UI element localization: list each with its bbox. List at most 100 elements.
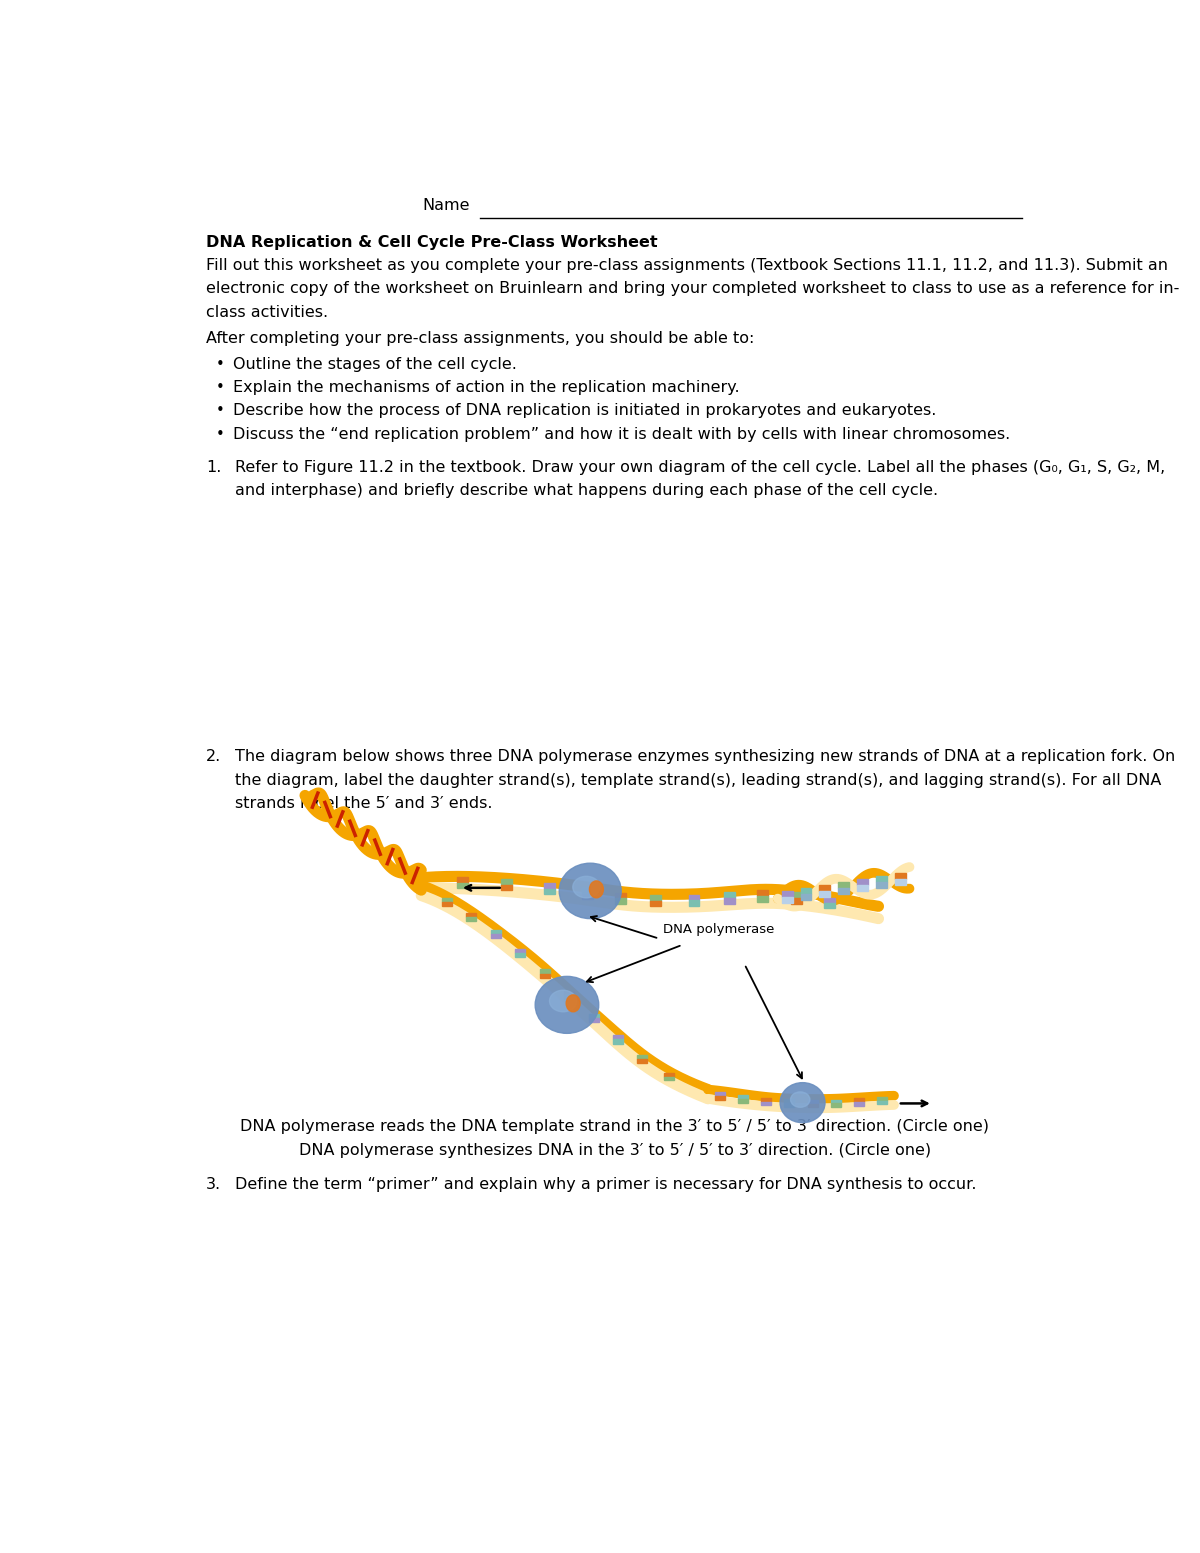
Text: Outline the stages of the cell cycle.: Outline the stages of the cell cycle. bbox=[233, 357, 517, 371]
Bar bbox=[636, 1054, 647, 1059]
Bar bbox=[582, 893, 593, 899]
Bar bbox=[540, 969, 550, 974]
Bar bbox=[457, 882, 468, 888]
Bar bbox=[544, 884, 556, 888]
Bar bbox=[457, 877, 468, 882]
Bar bbox=[800, 888, 811, 895]
Bar bbox=[650, 901, 661, 905]
Bar bbox=[857, 885, 868, 891]
Text: •: • bbox=[215, 427, 224, 443]
Bar bbox=[791, 898, 802, 904]
Bar bbox=[808, 1100, 817, 1104]
Bar bbox=[614, 898, 626, 904]
Text: Define the term “primer” and explain why a primer is necessary for DNA synthesis: Define the term “primer” and explain why… bbox=[235, 1177, 977, 1191]
Text: 1.: 1. bbox=[206, 460, 221, 475]
Bar bbox=[442, 898, 452, 902]
Bar bbox=[895, 879, 906, 885]
Bar bbox=[808, 1104, 817, 1107]
Bar bbox=[589, 1014, 599, 1017]
Text: After completing your pre-class assignments, you should be able to:: After completing your pre-class assignme… bbox=[206, 331, 754, 346]
Bar bbox=[515, 949, 526, 954]
Bar bbox=[824, 902, 835, 909]
Bar bbox=[757, 890, 768, 896]
Bar bbox=[877, 1101, 888, 1104]
Bar bbox=[582, 888, 593, 893]
Bar bbox=[738, 1095, 748, 1100]
Bar bbox=[491, 935, 500, 938]
Bar bbox=[664, 1076, 674, 1081]
Text: Discuss the “end replication problem” and how it is dealt with by cells with lin: Discuss the “end replication problem” an… bbox=[233, 427, 1010, 443]
Text: DNA Replication & Cell Cycle Pre-Class Worksheet: DNA Replication & Cell Cycle Pre-Class W… bbox=[206, 235, 658, 250]
Text: the diagram, label the daughter strand(s), template strand(s), leading strand(s): the diagram, label the daughter strand(s… bbox=[235, 773, 1162, 787]
Text: electronic copy of the worksheet on Bruinlearn and bring your completed workshee: electronic copy of the worksheet on Brui… bbox=[206, 281, 1180, 297]
Bar bbox=[876, 876, 887, 882]
Bar bbox=[738, 1100, 748, 1103]
Bar bbox=[613, 1039, 623, 1044]
Bar bbox=[636, 1059, 647, 1062]
Bar bbox=[725, 893, 736, 898]
Ellipse shape bbox=[572, 876, 600, 898]
Ellipse shape bbox=[550, 991, 577, 1013]
Text: DNA polymerase reads the DNA template strand in the 3′ to 5′ / 5′ to 3′ directio: DNA polymerase reads the DNA template st… bbox=[240, 1118, 990, 1134]
Bar bbox=[500, 885, 511, 890]
Bar bbox=[877, 1096, 888, 1101]
Bar bbox=[854, 1103, 864, 1106]
Bar bbox=[689, 895, 700, 901]
Bar bbox=[761, 1101, 772, 1106]
Bar bbox=[838, 888, 850, 895]
Text: Refer to Figure 11.2 in the textbook. Draw your own diagram of the cell cycle. L: Refer to Figure 11.2 in the textbook. Dr… bbox=[235, 460, 1165, 475]
Text: and interphase) and briefly describe what happens during each phase of the cell : and interphase) and briefly describe wha… bbox=[235, 483, 938, 499]
Text: Name: Name bbox=[422, 199, 470, 213]
Ellipse shape bbox=[535, 977, 599, 1033]
Text: •: • bbox=[215, 404, 224, 418]
Bar bbox=[725, 898, 736, 904]
Bar bbox=[589, 1017, 599, 1022]
Text: Explain the mechanisms of action in the replication machinery.: Explain the mechanisms of action in the … bbox=[233, 380, 739, 394]
Ellipse shape bbox=[780, 1082, 826, 1123]
Text: The diagram below shows three DNA polymerase enzymes synthesizing new strands of: The diagram below shows three DNA polyme… bbox=[235, 749, 1176, 764]
Bar bbox=[781, 891, 792, 898]
Text: •: • bbox=[215, 380, 224, 394]
Bar bbox=[500, 879, 511, 885]
Ellipse shape bbox=[589, 881, 604, 898]
Bar bbox=[761, 1098, 772, 1101]
Bar bbox=[820, 891, 830, 898]
Text: 3.: 3. bbox=[206, 1177, 221, 1191]
Bar bbox=[689, 901, 700, 905]
Bar bbox=[800, 895, 811, 901]
Bar bbox=[564, 995, 574, 999]
Bar bbox=[544, 888, 556, 895]
Ellipse shape bbox=[791, 1092, 810, 1107]
Text: DNA polymerase synthesizes DNA in the 3′ to 5′ / 5′ to 3′ direction. (Circle one: DNA polymerase synthesizes DNA in the 3′… bbox=[299, 1143, 931, 1159]
Bar bbox=[467, 916, 476, 921]
Bar bbox=[781, 898, 792, 904]
Bar bbox=[791, 893, 802, 898]
Bar bbox=[854, 1098, 864, 1103]
Bar bbox=[857, 879, 868, 885]
Bar bbox=[650, 895, 661, 901]
Bar bbox=[664, 1073, 674, 1076]
Bar bbox=[824, 898, 835, 902]
Bar bbox=[564, 991, 574, 995]
Bar bbox=[714, 1092, 725, 1096]
Text: 2.: 2. bbox=[206, 749, 221, 764]
Bar bbox=[540, 974, 550, 978]
Bar bbox=[614, 893, 626, 898]
Bar bbox=[830, 1100, 841, 1103]
Text: Fill out this worksheet as you complete your pre-class assignments (Textbook Sec: Fill out this worksheet as you complete … bbox=[206, 258, 1168, 273]
Bar bbox=[442, 902, 452, 905]
Text: •: • bbox=[215, 357, 224, 371]
Bar bbox=[491, 930, 500, 935]
Ellipse shape bbox=[566, 995, 580, 1013]
Bar bbox=[876, 882, 887, 888]
Bar bbox=[838, 882, 850, 888]
Bar bbox=[757, 896, 768, 902]
Bar bbox=[515, 954, 526, 957]
Bar bbox=[895, 873, 906, 879]
Bar bbox=[613, 1034, 623, 1039]
Bar bbox=[830, 1103, 841, 1107]
Text: Describe how the process of DNA replication is initiated in prokaryotes and euka: Describe how the process of DNA replicat… bbox=[233, 404, 936, 418]
Text: class activities.: class activities. bbox=[206, 304, 328, 320]
Bar bbox=[785, 1100, 794, 1103]
Ellipse shape bbox=[559, 863, 622, 919]
